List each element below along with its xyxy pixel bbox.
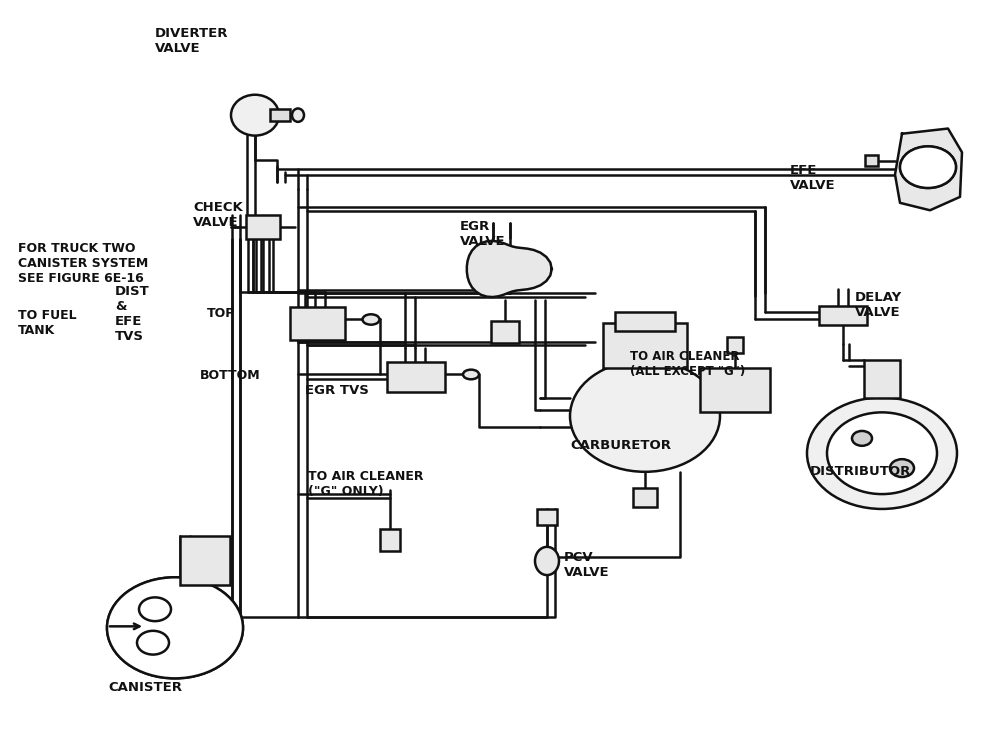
Bar (819, 306, 867, 325)
Bar (633, 488, 657, 507)
Text: DELAY
VALVE: DELAY VALVE (855, 291, 902, 319)
Circle shape (570, 360, 720, 472)
Ellipse shape (292, 108, 304, 122)
Text: TO FUEL
TANK: TO FUEL TANK (18, 309, 77, 337)
Text: TO AIR CLEANER
("G" ONLY): TO AIR CLEANER ("G" ONLY) (308, 470, 424, 499)
Bar (603, 323, 687, 368)
Bar (537, 509, 557, 525)
Bar (380, 529, 400, 551)
Text: DIST
&
EFE
TVS: DIST & EFE TVS (115, 285, 150, 343)
Bar (246, 215, 280, 239)
Text: DIVERTER
VALVE: DIVERTER VALVE (155, 27, 228, 55)
Ellipse shape (362, 314, 380, 325)
Bar (270, 109, 290, 121)
Ellipse shape (463, 369, 479, 380)
Circle shape (137, 631, 169, 655)
Text: EGR
VALVE: EGR VALVE (460, 220, 506, 248)
Circle shape (900, 146, 956, 188)
Bar (180, 536, 230, 585)
Polygon shape (467, 241, 552, 297)
Bar (290, 307, 345, 340)
Ellipse shape (535, 547, 559, 575)
Text: PCV
VALVE: PCV VALVE (564, 551, 610, 579)
Text: CHECK
VALVE: CHECK VALVE (193, 201, 243, 230)
Text: EGR TVS: EGR TVS (305, 383, 369, 397)
Text: TO AIR CLEANER
(ALL EXCEPT "G"): TO AIR CLEANER (ALL EXCEPT "G") (630, 350, 745, 378)
Circle shape (107, 577, 243, 678)
Polygon shape (895, 129, 962, 210)
Bar (700, 368, 770, 412)
Text: TOP: TOP (207, 307, 235, 320)
Bar (864, 360, 900, 398)
Circle shape (852, 431, 872, 446)
Text: CARBURETOR: CARBURETOR (570, 439, 671, 452)
Circle shape (139, 597, 171, 621)
Circle shape (900, 146, 956, 188)
Circle shape (827, 412, 937, 494)
Text: DISTRIBUTOR: DISTRIBUTOR (810, 465, 911, 478)
Text: BOTTOM: BOTTOM (200, 369, 261, 382)
Text: CANISTER: CANISTER (108, 681, 182, 694)
Bar (387, 362, 445, 392)
Bar (491, 321, 519, 343)
Bar (727, 337, 743, 353)
Ellipse shape (231, 94, 279, 135)
Bar (615, 312, 675, 331)
Text: FOR TRUCK TWO
CANISTER SYSTEM
SEE FIGURE 6E-16: FOR TRUCK TWO CANISTER SYSTEM SEE FIGURE… (18, 242, 148, 285)
Circle shape (890, 459, 914, 477)
Bar (865, 155, 878, 166)
Text: EFE
VALVE: EFE VALVE (790, 164, 836, 192)
Circle shape (107, 577, 243, 678)
Circle shape (807, 398, 957, 509)
